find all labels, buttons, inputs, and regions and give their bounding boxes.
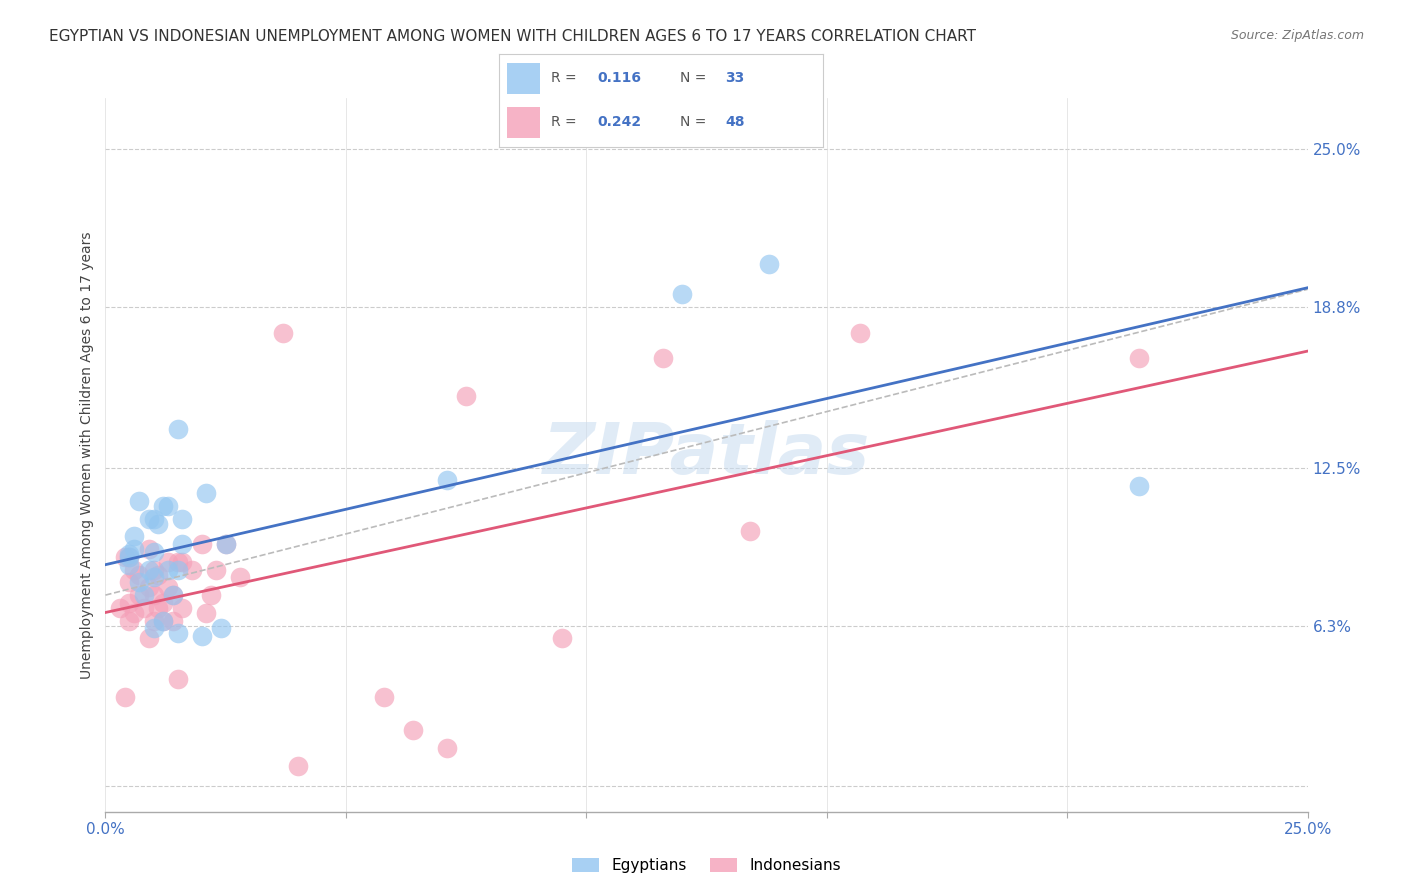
Point	[138, 581, 160, 595]
Point	[162, 588, 184, 602]
Point	[114, 549, 136, 564]
Point	[373, 690, 395, 704]
Point	[142, 570, 165, 584]
Point	[402, 723, 425, 738]
Point	[200, 588, 222, 602]
Point	[195, 486, 218, 500]
Point	[205, 563, 228, 577]
Point	[436, 474, 458, 488]
Point	[156, 581, 179, 595]
Point	[142, 588, 165, 602]
Point	[551, 632, 574, 646]
Point	[138, 563, 160, 577]
Point	[162, 588, 184, 602]
Text: EGYPTIAN VS INDONESIAN UNEMPLOYMENT AMONG WOMEN WITH CHILDREN AGES 6 TO 17 YEARS: EGYPTIAN VS INDONESIAN UNEMPLOYMENT AMON…	[49, 29, 976, 44]
Point	[152, 614, 174, 628]
Point	[152, 499, 174, 513]
Point	[195, 606, 218, 620]
Point	[849, 326, 872, 340]
Point	[148, 516, 170, 531]
Bar	[508, 107, 540, 138]
Point	[118, 549, 141, 564]
Point	[166, 555, 188, 569]
Point	[172, 600, 194, 615]
Point	[138, 511, 160, 525]
Point	[214, 537, 236, 551]
Point	[172, 555, 194, 569]
Point	[166, 626, 188, 640]
Text: 0.242: 0.242	[598, 115, 643, 129]
Point	[738, 524, 761, 539]
Point	[209, 621, 232, 635]
Point	[454, 389, 477, 403]
Point	[108, 600, 131, 615]
Text: R =: R =	[551, 71, 581, 86]
Point	[128, 567, 150, 582]
Point	[138, 542, 160, 557]
Text: ZIPatlas: ZIPatlas	[543, 420, 870, 490]
Point	[214, 537, 236, 551]
Point	[166, 422, 188, 436]
Point	[128, 588, 150, 602]
Point	[118, 596, 141, 610]
Text: 0.116: 0.116	[598, 71, 641, 86]
Point	[142, 563, 165, 577]
Point	[148, 600, 170, 615]
Point	[118, 549, 141, 564]
Point	[172, 511, 194, 525]
Point	[172, 537, 194, 551]
Point	[156, 499, 179, 513]
Text: 48: 48	[725, 115, 745, 129]
Point	[142, 545, 165, 559]
Point	[156, 563, 179, 577]
Point	[128, 493, 150, 508]
Point	[124, 563, 146, 577]
Point	[128, 575, 150, 590]
Point	[190, 629, 212, 643]
Point	[652, 351, 675, 365]
Point	[1128, 351, 1150, 365]
Point	[181, 563, 204, 577]
Bar	[508, 63, 540, 94]
Point	[436, 741, 458, 756]
Point	[229, 570, 252, 584]
Point	[142, 614, 165, 628]
Point	[273, 326, 295, 340]
Point	[118, 547, 141, 561]
Point	[142, 511, 165, 525]
Text: Source: ZipAtlas.com: Source: ZipAtlas.com	[1230, 29, 1364, 42]
Point	[124, 606, 146, 620]
Point	[138, 632, 160, 646]
Point	[671, 287, 693, 301]
Point	[132, 600, 155, 615]
Point	[114, 690, 136, 704]
Text: 33: 33	[725, 71, 745, 86]
Point	[156, 555, 179, 569]
Point	[1128, 478, 1150, 492]
Text: N =: N =	[681, 71, 711, 86]
Point	[132, 588, 155, 602]
Point	[287, 759, 309, 773]
Text: R =: R =	[551, 115, 581, 129]
Point	[118, 614, 141, 628]
Y-axis label: Unemployment Among Women with Children Ages 6 to 17 years: Unemployment Among Women with Children A…	[80, 231, 94, 679]
Point	[142, 621, 165, 635]
Point	[148, 567, 170, 582]
Point	[162, 614, 184, 628]
Point	[758, 257, 780, 271]
Point	[166, 563, 188, 577]
Point	[118, 575, 141, 590]
Text: N =: N =	[681, 115, 711, 129]
Point	[152, 596, 174, 610]
Legend: Egyptians, Indonesians: Egyptians, Indonesians	[565, 852, 848, 879]
Point	[152, 614, 174, 628]
Point	[124, 542, 146, 557]
Point	[124, 529, 146, 543]
Point	[190, 537, 212, 551]
Point	[118, 558, 141, 572]
Point	[166, 672, 188, 686]
